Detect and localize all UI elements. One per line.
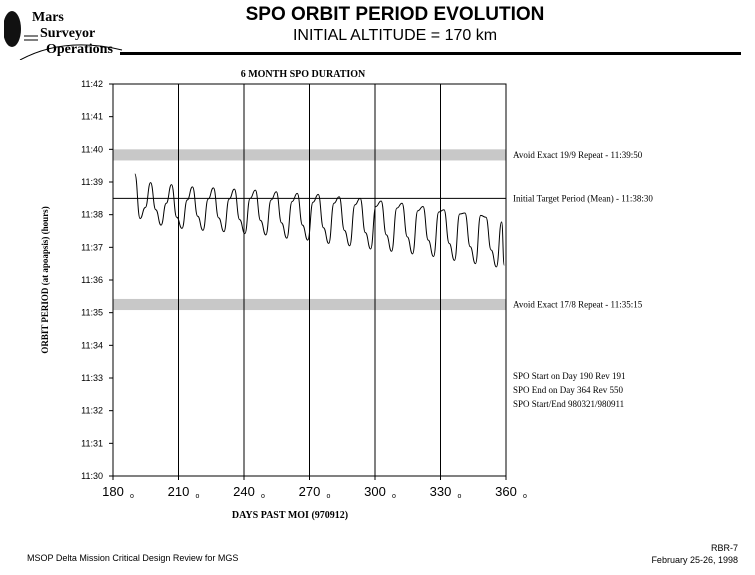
x-tick-degree-1: o [196, 493, 200, 500]
y-tick-label-0: 11:30 [81, 471, 103, 481]
x-tick-degree-0: o [130, 493, 134, 500]
x-axis-label: DAYS PAST MOI (970912) [232, 510, 348, 521]
logo-line-3: Operations [46, 42, 113, 57]
y-tick-label-8: 11:38 [81, 210, 103, 220]
x-tick-label-6: 360 [495, 484, 517, 499]
y-tick-label-10: 11:40 [81, 144, 103, 154]
x-tick-label-3: 270 [299, 484, 321, 499]
y-tick-label-12: 11:42 [81, 79, 103, 89]
reference-line-label-0: Initial Target Period (Mean) - 11:38:30 [513, 193, 653, 203]
x-tick-label-0: 180 [102, 484, 124, 499]
band-label-1: Avoid Exact 17/8 Repeat - 11:35:15 [513, 300, 643, 310]
mars-surveyor-operations-logo: Mars Surveyor Operations [4, 6, 124, 60]
y-axis-label: ORBIT PERIOD (at apoapsis) (hours) [40, 206, 50, 353]
page-subtitle: INITIAL ALTITUDE = 170 km [292, 27, 498, 44]
page-title: SPO ORBIT PERIOD EVOLUTION [245, 4, 545, 25]
chart-title: 6 MONTH SPO DURATION [241, 69, 366, 80]
y-tick-label-1: 11:31 [81, 438, 103, 448]
x-tick-label-1: 210 [168, 484, 190, 499]
band-label-0: Avoid Exact 19/9 Repeat - 11:39:50 [513, 150, 643, 160]
y-tick-label-5: 11:35 [81, 308, 103, 318]
orbit-period-series-line [134, 173, 505, 268]
y-tick-label-4: 11:34 [81, 340, 103, 350]
spo-note-1: SPO End on Day 364 Rev 550 [513, 385, 623, 395]
y-tick-label-7: 11:37 [81, 242, 103, 252]
logo-graphic [4, 11, 123, 60]
logo-line-2: Surveyor [40, 26, 96, 41]
x-tick-label-4: 300 [364, 484, 386, 499]
y-tick-label-11: 11:41 [81, 112, 103, 122]
y-tick-label-2: 11:32 [81, 406, 103, 416]
logo-line-1: Mars [32, 10, 64, 25]
spo-note-0: SPO Start on Day 190 Rev 191 [513, 371, 626, 381]
x-tick-degree-2: o [261, 493, 265, 500]
header-divider [120, 52, 741, 55]
footer-doc-id: RBR-7 [710, 543, 738, 553]
y-tick-label-9: 11:39 [81, 177, 103, 187]
y-tick-label-3: 11:33 [81, 373, 103, 383]
footer-left-text: MSOP Delta Mission Critical Design Revie… [27, 553, 239, 563]
x-tick-label-2: 240 [233, 484, 255, 499]
x-tick-degree-3: o [327, 493, 331, 500]
x-tick-degree-4: o [392, 493, 396, 500]
y-tick-label-6: 11:36 [81, 275, 103, 285]
spo-note-2: SPO Start/End 980321/980911 [513, 399, 624, 409]
x-tick-degree-5: o [458, 493, 462, 500]
x-tick-label-5: 330 [430, 484, 452, 499]
x-tick-degree-6: o [523, 493, 527, 500]
footer-date: February 25-26, 1998 [651, 555, 738, 565]
